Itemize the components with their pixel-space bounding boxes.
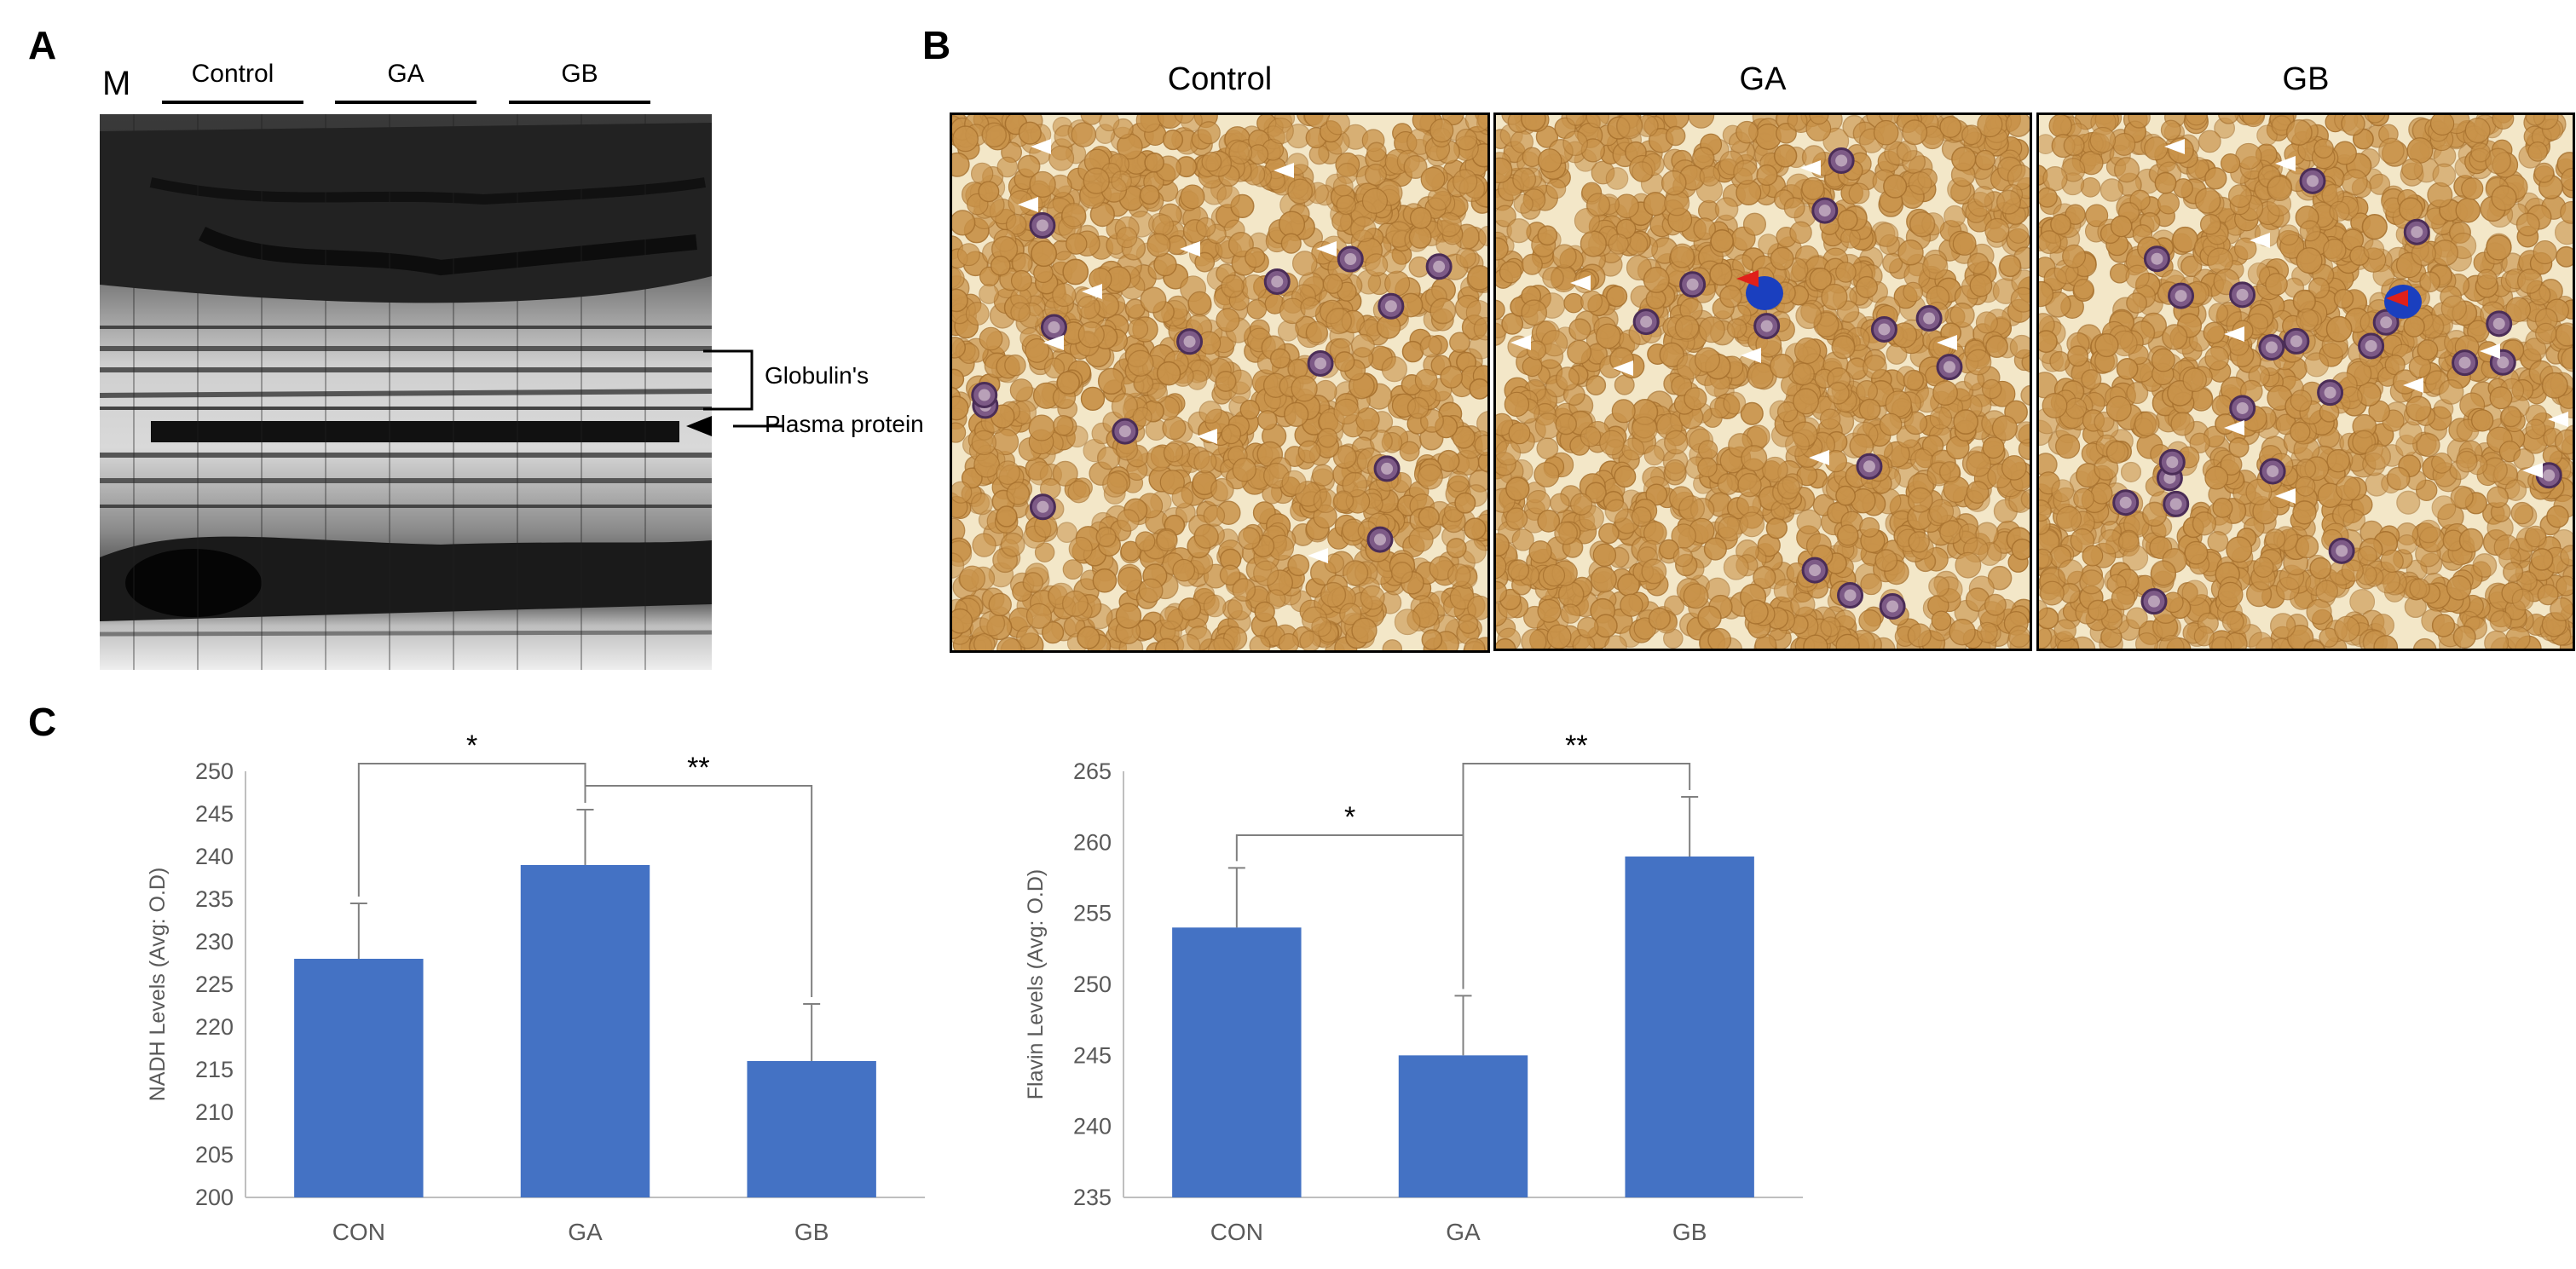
gel-image [99,114,713,670]
plasma-protein-label: Plasma protein [765,411,924,437]
white-arrowhead-icon [2275,156,2296,171]
x-tick-label: CON [1210,1219,1263,1245]
y-tick-label: 265 [1073,759,1112,784]
y-tick-label: 210 [195,1099,234,1125]
white-arrowhead-icon [1613,361,1633,376]
y-tick-label: 230 [195,929,234,955]
bar [1625,857,1754,1197]
white-arrowhead-icon [1510,335,1531,350]
white-arrowhead-icon [2522,463,2543,478]
gel-group-lines [162,101,650,104]
y-tick-label: 250 [195,759,234,784]
white-arrowhead-icon [1274,163,1294,178]
panel-c-label: C [28,700,57,744]
bar [294,959,424,1197]
white-arrowhead-icon [1800,160,1821,176]
nadh-chart: 200 205 210 215 220 225 230 235 240 245 250 NADH Le… [85,733,938,1269]
significance-label: * [466,733,477,762]
white-arrowhead-icon [1018,197,1038,212]
red-arrowhead-icon [1736,270,1759,287]
micrograph-gb [2036,112,2575,651]
white-arrowhead-icon [2275,488,2296,504]
significance-bracket [357,763,586,897]
y-axis-title: Flavin Levels (Avg: O.D) [1024,869,1048,1099]
globulins-label: Globulin's [765,362,869,389]
white-arrowhead-icon [2250,233,2270,248]
white-arrowhead-icon [2224,420,2244,435]
y-tick-label: 235 [1073,1185,1112,1210]
y-tick-label: 205 [195,1142,234,1168]
x-tick-label: GB [1672,1219,1707,1245]
white-arrowhead-icon [1082,284,1102,299]
white-arrowhead-icon [2548,412,2568,427]
gel-annotations [686,349,784,436]
white-arrowhead-icon [1197,429,1217,444]
flavin-chart: 235 240 245 250 255 260 265 Flavin Levels (Avg:… [963,733,1816,1269]
x-tick-label: GB [794,1219,829,1245]
white-arrowhead-icon [1809,450,1829,465]
white-arrowhead-icon [1180,241,1200,257]
white-arrowhead-icon [1316,241,1337,257]
panel-a-label: A [28,23,57,67]
panel-b-label: B [922,23,951,67]
white-arrowhead-icon [2224,326,2244,342]
white-arrowhead-icon [1031,139,1051,154]
y-tick-label: 225 [195,972,234,997]
y-tick-label: 215 [195,1057,234,1082]
white-arrowhead-icon [1043,335,1064,350]
y-tick-label: 240 [1073,1114,1112,1139]
white-arrowhead-icon [1308,548,1328,563]
significance-label: * [1344,801,1355,834]
x-tick-label: GA [1446,1219,1481,1245]
significance-label: ** [687,752,709,784]
white-arrowhead-icon [2164,139,2185,154]
y-tick-label: 220 [195,1014,234,1040]
micrograph-title: GB [2282,61,2330,97]
y-tick-label: 255 [1073,901,1112,926]
y-axis-title: NADH Levels (Avg: O.D) [146,868,170,1102]
micrograph-title: Control [1167,61,1273,97]
y-tick-label: 200 [195,1185,234,1210]
white-arrowhead-icon [2403,378,2423,393]
gel-group-label: Control [191,60,274,88]
y-tick-label: 245 [195,801,234,827]
micrograph-ga [1493,112,2032,651]
significance-bracket [1462,763,1691,989]
arrow-icon [686,416,712,436]
y-tick-label: 250 [1073,972,1112,997]
y-tick-label: 245 [1073,1042,1112,1068]
y-tick-label: 235 [195,886,234,912]
gel-group-label: GA [387,60,425,88]
white-arrowhead-icon [1741,348,1761,363]
x-tick-label: GA [568,1219,603,1245]
micrograph-title: GA [1739,61,1787,97]
red-arrowhead-icon [2386,290,2408,307]
y-tick-label: 260 [1073,829,1112,855]
micrograph-control [950,112,1490,653]
y-tick-label: 240 [195,844,234,869]
bar [747,1061,876,1197]
x-tick-label: CON [332,1219,385,1245]
bar [520,865,650,1197]
bar [1398,1055,1528,1197]
gel-marker-label: M [102,65,131,102]
gel-group-label: GB [561,60,598,88]
white-arrowhead-icon [2480,343,2500,359]
significance-label: ** [1565,733,1587,762]
white-arrowhead-icon [1937,335,1957,350]
bar [1172,927,1302,1197]
white-arrowhead-icon [1570,275,1591,291]
significance-bracket [584,785,813,997]
